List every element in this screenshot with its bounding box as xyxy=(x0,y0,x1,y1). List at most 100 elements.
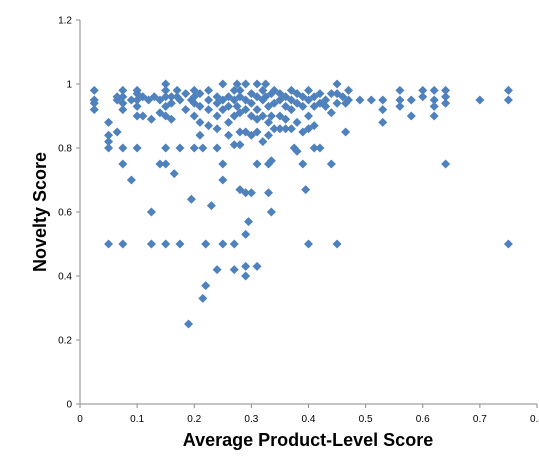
data-point xyxy=(89,105,99,115)
data-point xyxy=(258,111,268,121)
data-point xyxy=(204,85,214,95)
data-point xyxy=(418,85,428,95)
data-point xyxy=(161,92,171,102)
data-point xyxy=(224,101,234,111)
x-tick-label: 0.1 xyxy=(130,414,144,425)
data-point xyxy=(264,117,274,127)
data-point xyxy=(195,101,205,111)
data-point xyxy=(332,239,342,249)
data-point xyxy=(441,98,451,108)
data-point xyxy=(441,85,451,95)
data-point xyxy=(406,95,416,105)
data-point xyxy=(341,127,351,137)
data-point xyxy=(89,85,99,95)
data-point xyxy=(261,79,271,89)
data-point xyxy=(315,89,325,99)
data-point xyxy=(406,111,416,121)
x-tick-label: 0.5 xyxy=(359,414,373,425)
data-point xyxy=(118,85,128,95)
data-point xyxy=(286,124,296,134)
data-point xyxy=(232,101,242,111)
data-point xyxy=(441,92,451,102)
data-point xyxy=(241,105,251,115)
data-point xyxy=(241,79,251,89)
data-point xyxy=(246,188,256,198)
data-point xyxy=(395,101,405,111)
data-point xyxy=(304,239,313,249)
data-point xyxy=(166,98,176,108)
data-point xyxy=(186,194,196,204)
data-point xyxy=(169,169,179,179)
data-point xyxy=(184,319,194,329)
data-point xyxy=(126,175,136,185)
data-point xyxy=(155,159,165,169)
data-point xyxy=(146,239,156,249)
data-point xyxy=(241,188,251,198)
data-point xyxy=(126,95,136,105)
data-point xyxy=(206,201,216,211)
data-point xyxy=(175,95,185,105)
data-point xyxy=(218,159,228,169)
data-point xyxy=(195,89,205,99)
data-point xyxy=(266,207,276,217)
data-point xyxy=(181,89,191,99)
data-point xyxy=(189,111,199,121)
data-point xyxy=(166,92,176,102)
data-point xyxy=(355,95,365,105)
data-point xyxy=(441,159,451,169)
data-point xyxy=(326,89,336,99)
data-point xyxy=(503,239,513,249)
data-point xyxy=(218,175,228,185)
data-point xyxy=(229,265,239,275)
data-point xyxy=(132,101,142,111)
data-point xyxy=(343,85,353,95)
data-point xyxy=(235,85,245,95)
data-point xyxy=(266,111,276,121)
data-point xyxy=(198,293,208,303)
data-point xyxy=(235,127,245,137)
data-point xyxy=(224,130,234,140)
data-point xyxy=(201,239,211,249)
data-point xyxy=(118,105,128,115)
x-tick-label: 0.2 xyxy=(187,414,201,425)
data-point xyxy=(429,95,439,105)
data-point xyxy=(343,95,353,105)
data-point xyxy=(104,143,114,153)
y-tick-label: 1 xyxy=(66,80,72,91)
data-point xyxy=(286,105,296,115)
data-point xyxy=(161,79,171,89)
y-tick-label: 0 xyxy=(66,400,72,411)
y-tick-label: 0.2 xyxy=(58,336,72,347)
data-point xyxy=(326,108,336,118)
data-point xyxy=(241,261,251,271)
data-point xyxy=(212,265,222,275)
data-point xyxy=(161,143,171,153)
data-point xyxy=(118,159,128,169)
data-point xyxy=(132,111,142,121)
y-tick-label: 0.6 xyxy=(58,208,72,219)
data-point xyxy=(315,143,325,153)
x-tick-label: 0 xyxy=(77,414,83,425)
data-point xyxy=(118,239,128,249)
data-point xyxy=(326,159,336,169)
data-point xyxy=(204,95,214,105)
data-point xyxy=(258,137,268,147)
data-point xyxy=(229,140,239,150)
data-point xyxy=(118,98,128,108)
data-point xyxy=(132,143,142,153)
x-tick-label: 0.3 xyxy=(244,414,258,425)
data-point xyxy=(252,159,262,169)
data-point xyxy=(212,111,222,121)
data-point xyxy=(175,239,185,249)
x-tick-label: 0.4 xyxy=(302,414,316,425)
data-point xyxy=(366,95,376,105)
x-axis-ticks: 0 0.1 0.2 0.3 0.4 0.5 0.6 0.7 0.8 xyxy=(77,404,539,425)
data-point xyxy=(264,188,274,198)
data-point xyxy=(212,124,222,134)
data-point xyxy=(198,143,208,153)
data-point xyxy=(281,124,291,134)
data-point xyxy=(292,117,302,127)
data-point xyxy=(258,85,268,95)
